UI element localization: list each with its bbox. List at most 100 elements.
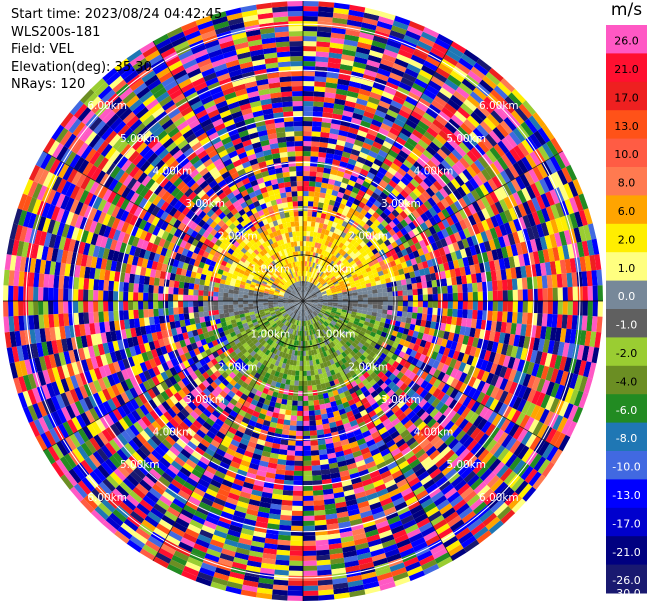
ppi-gate [409,191,419,201]
ppi-gate [304,266,307,272]
ppi-gate [427,287,433,295]
ppi-gate [506,279,513,291]
ppi-gate [549,327,557,341]
ppi-gate [462,309,468,319]
ppi-gate [296,415,303,421]
ppi-gate [335,274,341,280]
ppi-gate [328,133,339,140]
ppi-gate [505,134,518,149]
ppi-gate [383,208,392,217]
ppi-gate [322,112,333,119]
ppi-gate [322,304,328,307]
ppi-gate [375,207,384,216]
ppi-gate [282,393,289,400]
ppi-gate [287,445,296,451]
ppi-gate [486,310,493,321]
ppi-gate [518,103,533,119]
ppi-gate [360,208,368,217]
ppi-gate [365,64,379,73]
ppi-gate [320,249,326,256]
ppi-gate [303,445,311,451]
ppi-gate [355,315,361,320]
ppi-gate [349,245,357,252]
ppi-gate [402,72,417,83]
ppi-gate [381,283,387,289]
ppi-gate [387,166,398,176]
ppi-gate [344,317,350,322]
ppi-gate [472,254,480,265]
ppi-gate [483,329,491,341]
ppi-gate [550,204,560,220]
ppi-gate [299,365,303,371]
ppi-gate [376,266,383,273]
ppi-gate [327,301,333,303]
ppi-gate [381,90,395,101]
ppi-gate [536,378,546,393]
ppi-gate [312,302,318,305]
ppi-gate [404,68,419,79]
ppi-gate [403,172,414,183]
ppi-gate [483,261,491,273]
ppi-gate [391,233,400,242]
ppi-gate [310,272,314,278]
ppi-gate [382,287,388,293]
ppi-gate [312,297,318,300]
ppi-gate [399,44,415,55]
ppi-gate [353,234,360,242]
ppi-gate [303,16,318,22]
ppi-gate [424,252,432,261]
ppi-gate [289,425,297,431]
ppi-gate [513,334,521,347]
ppi-gate [311,278,315,284]
ppi-gate [555,369,564,385]
ppi-gate [497,236,506,248]
ppi-gate [326,308,332,312]
ppi-gate [481,219,490,232]
ppi-gate [409,164,421,175]
ppi-gate [395,238,403,246]
ppi-gate [303,151,311,157]
ppi-gate [313,96,325,103]
ppi-gate [326,290,332,294]
ppi-gate [294,380,299,386]
ppi-gate [373,272,380,278]
ppi-gate [306,231,311,237]
ppi-gate [422,149,434,160]
ppi-gate [358,36,373,46]
ppi-gate [303,470,313,476]
ppi-gate [566,272,573,288]
ppi-gate [296,410,303,416]
ppi-gate [315,419,323,426]
ppi-gate [313,231,318,238]
ppi-gate [425,273,432,282]
ppi-gate [305,271,308,277]
ppi-gate [299,360,303,366]
ppi-gate [411,209,421,219]
ppi-gate [312,394,319,401]
ppi-gate [283,484,294,491]
ppi-gate [367,207,376,216]
ppi-gate [410,178,420,188]
ppi-gate [536,223,545,238]
ppi-gate [463,49,480,63]
ppi-gate [420,319,427,327]
ppi-gate [312,484,323,491]
ppi-gate [341,209,349,217]
ppi-gate [427,197,437,207]
ppi-gate [309,425,317,431]
ppi-gate [470,189,481,201]
ppi-gate [342,49,357,57]
ppi-gate [402,306,408,312]
ppi-gate [287,585,303,591]
ppi-gate [375,171,385,180]
ppi-gate [317,294,323,298]
ppi-gate [319,243,325,250]
ppi-gate [386,131,398,141]
ppi-gate [406,63,422,74]
ppi-gate [377,288,383,294]
ppi-gate [303,46,317,52]
ppi-gate [332,256,338,263]
ppi-gate [500,170,511,184]
ppi-gate [466,95,481,108]
ppi-gate [564,372,574,388]
